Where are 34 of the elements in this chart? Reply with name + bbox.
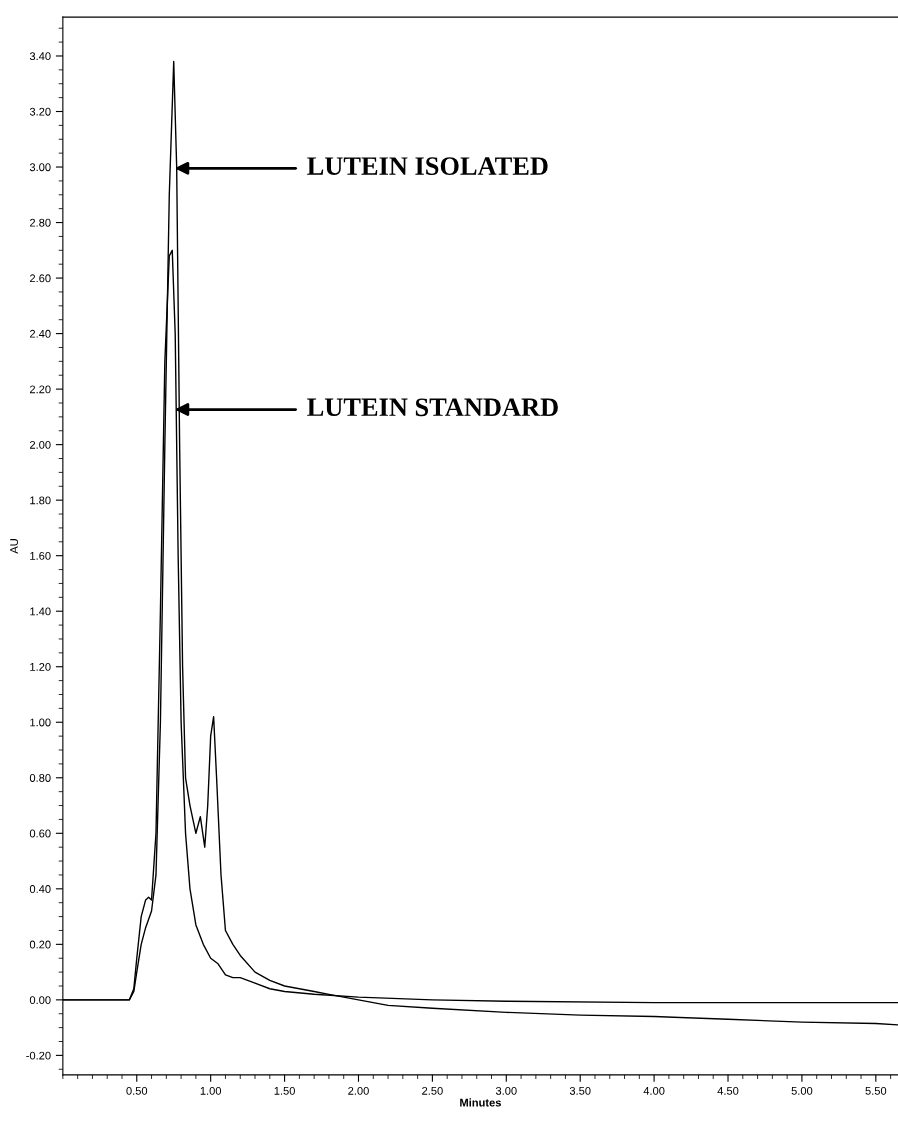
y-axis-title: AU: [10, 539, 18, 554]
y-tick-label: 2.80: [29, 218, 51, 227]
y-tick-label: 3.00: [29, 163, 51, 172]
y-tick-label: 2.00: [29, 440, 51, 449]
x-tick-label: 2.50: [422, 1086, 443, 1095]
y-tick-label: 2.60: [29, 274, 51, 283]
y-tick-label: 3.20: [29, 107, 51, 116]
x-tick-label: 0.50: [126, 1086, 148, 1095]
x-tick-label: 2.00: [348, 1086, 369, 1095]
x-tick-label: 3.00: [495, 1086, 517, 1095]
y-tick-label: 0.20: [29, 940, 51, 949]
y-tick-label: 0.60: [29, 829, 51, 838]
annotation: LUTEIN STANDARD: [307, 398, 558, 417]
x-tick-label: 4.50: [717, 1086, 739, 1095]
y-tick-label: 3.40: [29, 52, 51, 61]
x-tick-label: 4.00: [643, 1086, 665, 1095]
y-tick-label: 1.40: [30, 607, 51, 616]
x-axis-title: Minutes: [460, 1098, 501, 1107]
y-tick-label: 1.00: [30, 718, 51, 727]
x-tick-label: 3.50: [569, 1086, 591, 1095]
y-tick-label: 1.80: [30, 496, 51, 505]
y-tick-label: 0.80: [29, 774, 51, 782]
y-tick-label: -0.20: [26, 1051, 51, 1060]
y-tick-label: 1.60: [30, 551, 51, 560]
annotation: LUTEIN ISOLATED: [307, 157, 548, 175]
x-tick-label: 1.00: [200, 1086, 222, 1095]
y-tick-label: 0.40: [29, 885, 51, 893]
x-tick-label: 1.50: [274, 1086, 295, 1095]
y-tick-label: 2.20: [29, 385, 51, 394]
x-tick-label: 5.00: [791, 1086, 813, 1095]
y-tick-label: 2.40: [29, 329, 51, 338]
y-tick-label: 0.00: [29, 996, 51, 1004]
x-tick-label: 5.50: [865, 1086, 887, 1095]
y-tick-label: 1.20: [30, 663, 51, 671]
